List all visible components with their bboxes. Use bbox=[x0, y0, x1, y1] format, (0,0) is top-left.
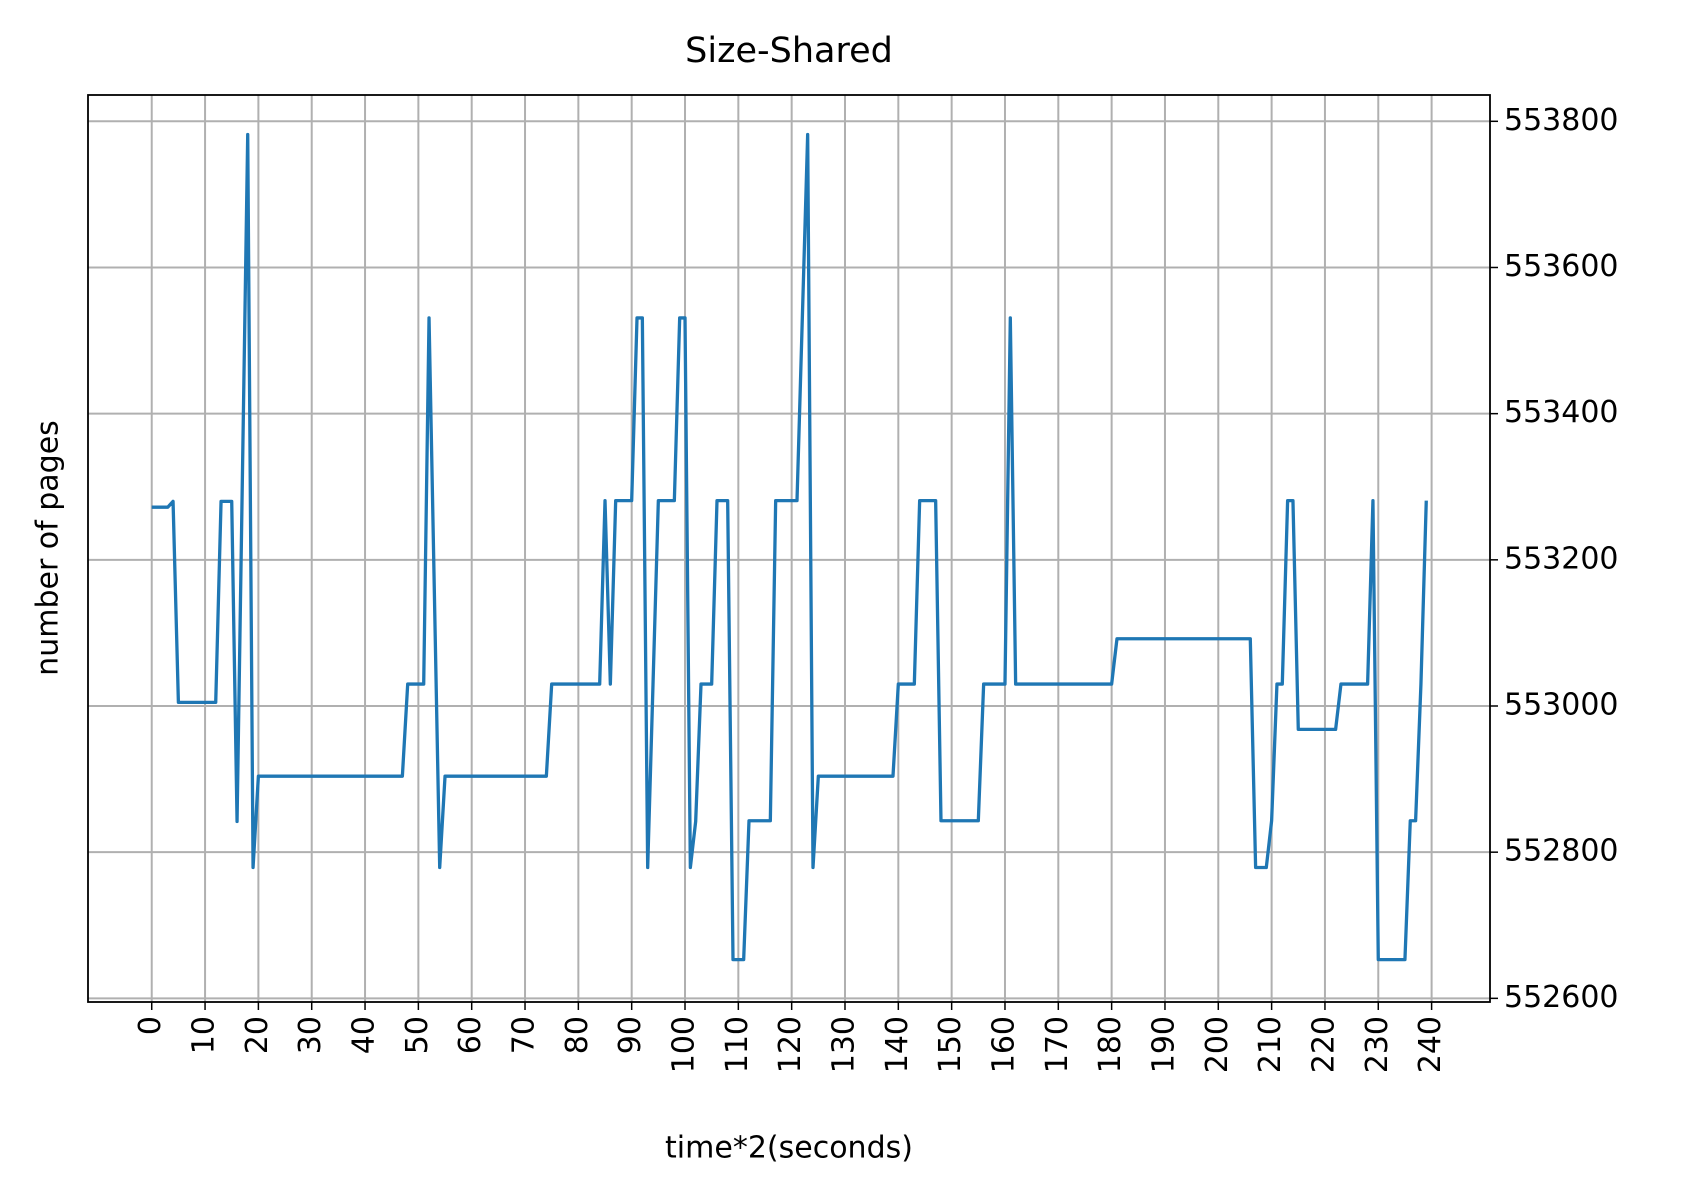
x-tick-label: 80 bbox=[560, 1016, 595, 1054]
x-tick-label: 30 bbox=[293, 1016, 328, 1054]
x-tick-label: 120 bbox=[773, 1016, 808, 1073]
x-tick-label: 190 bbox=[1146, 1016, 1181, 1073]
y-tick-label: 552600 bbox=[1504, 980, 1619, 1015]
x-tick-label: 100 bbox=[667, 1016, 702, 1073]
x-tick-label: 140 bbox=[880, 1016, 915, 1073]
x-tick-label: 160 bbox=[986, 1016, 1021, 1073]
y-tick-label: 553000 bbox=[1504, 688, 1619, 723]
x-tick-label: 130 bbox=[826, 1016, 861, 1073]
y-axis-label: number of pages bbox=[31, 420, 66, 676]
y-tick-label: 553400 bbox=[1504, 395, 1619, 430]
x-tick-label: 220 bbox=[1306, 1016, 1341, 1073]
x-tick-label: 20 bbox=[240, 1016, 275, 1054]
y-tick-label: 553600 bbox=[1504, 249, 1619, 284]
x-tick-label: 70 bbox=[507, 1016, 542, 1054]
x-tick-label: 170 bbox=[1040, 1016, 1075, 1073]
plot-frame bbox=[87, 94, 1491, 1003]
x-tick-label: 210 bbox=[1253, 1016, 1288, 1073]
x-tick-label: 200 bbox=[1200, 1016, 1235, 1073]
x-tick-label: 240 bbox=[1413, 1016, 1448, 1073]
x-tick-label: 40 bbox=[347, 1016, 382, 1054]
x-tick-label: 60 bbox=[453, 1016, 488, 1054]
y-tick-label: 552800 bbox=[1504, 834, 1619, 869]
x-tick-label: 110 bbox=[720, 1016, 755, 1073]
x-tick-label: 180 bbox=[1093, 1016, 1128, 1073]
y-tick-label: 553800 bbox=[1504, 103, 1619, 138]
data-line bbox=[151, 132, 1428, 962]
chart-title: Size-Shared bbox=[685, 31, 893, 71]
x-tick-label: 90 bbox=[613, 1016, 648, 1054]
x-tick-label: 230 bbox=[1360, 1016, 1395, 1073]
x-axis-label: time*2(seconds) bbox=[665, 1131, 913, 1166]
x-tick-label: 0 bbox=[133, 1016, 168, 1035]
x-tick-label: 50 bbox=[400, 1016, 435, 1054]
y-tick-label: 553200 bbox=[1504, 541, 1619, 576]
x-tick-label: 150 bbox=[933, 1016, 968, 1073]
x-tick-label: 10 bbox=[187, 1016, 222, 1054]
